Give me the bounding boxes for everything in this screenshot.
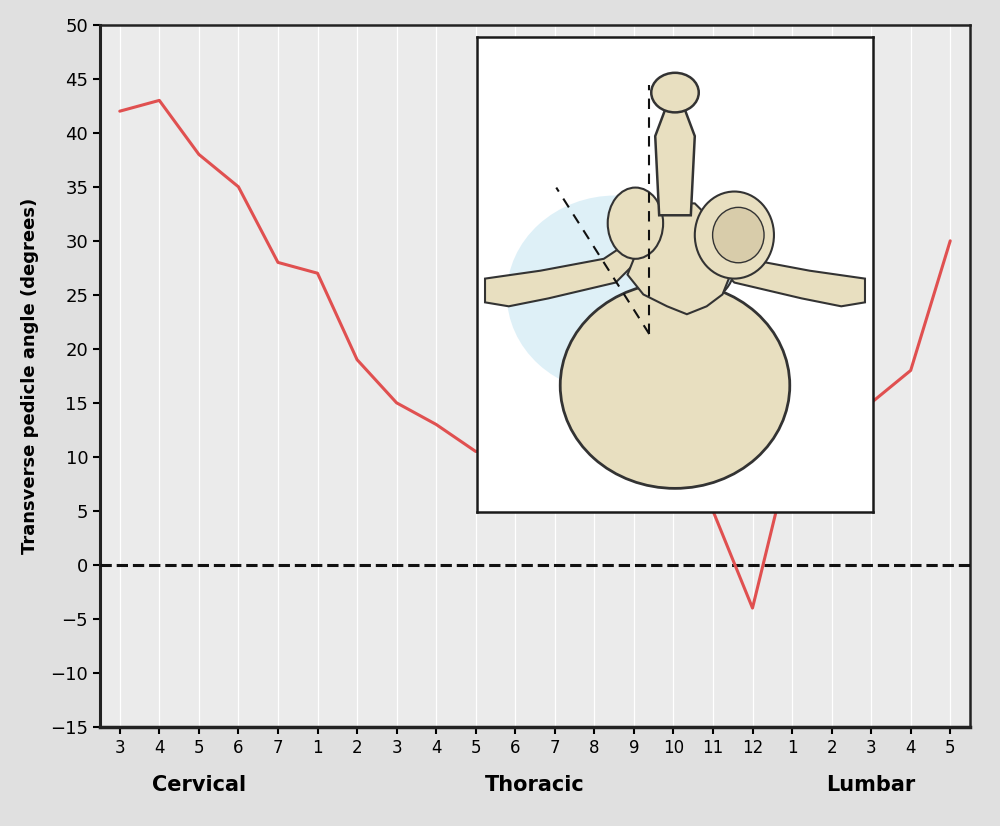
Ellipse shape <box>507 196 724 393</box>
Ellipse shape <box>639 227 734 306</box>
Polygon shape <box>628 203 730 314</box>
Y-axis label: Transverse pedicle angle (degrees): Transverse pedicle angle (degrees) <box>21 197 39 554</box>
Ellipse shape <box>695 192 774 278</box>
Text: Cervical: Cervical <box>152 776 246 795</box>
Text: Lumbar: Lumbar <box>827 776 916 795</box>
Ellipse shape <box>651 73 699 112</box>
Ellipse shape <box>713 207 764 263</box>
Polygon shape <box>485 243 643 306</box>
Ellipse shape <box>608 188 663 259</box>
Text: Thoracic: Thoracic <box>485 776 585 795</box>
Ellipse shape <box>560 282 790 488</box>
Polygon shape <box>655 104 695 216</box>
Polygon shape <box>707 243 865 306</box>
